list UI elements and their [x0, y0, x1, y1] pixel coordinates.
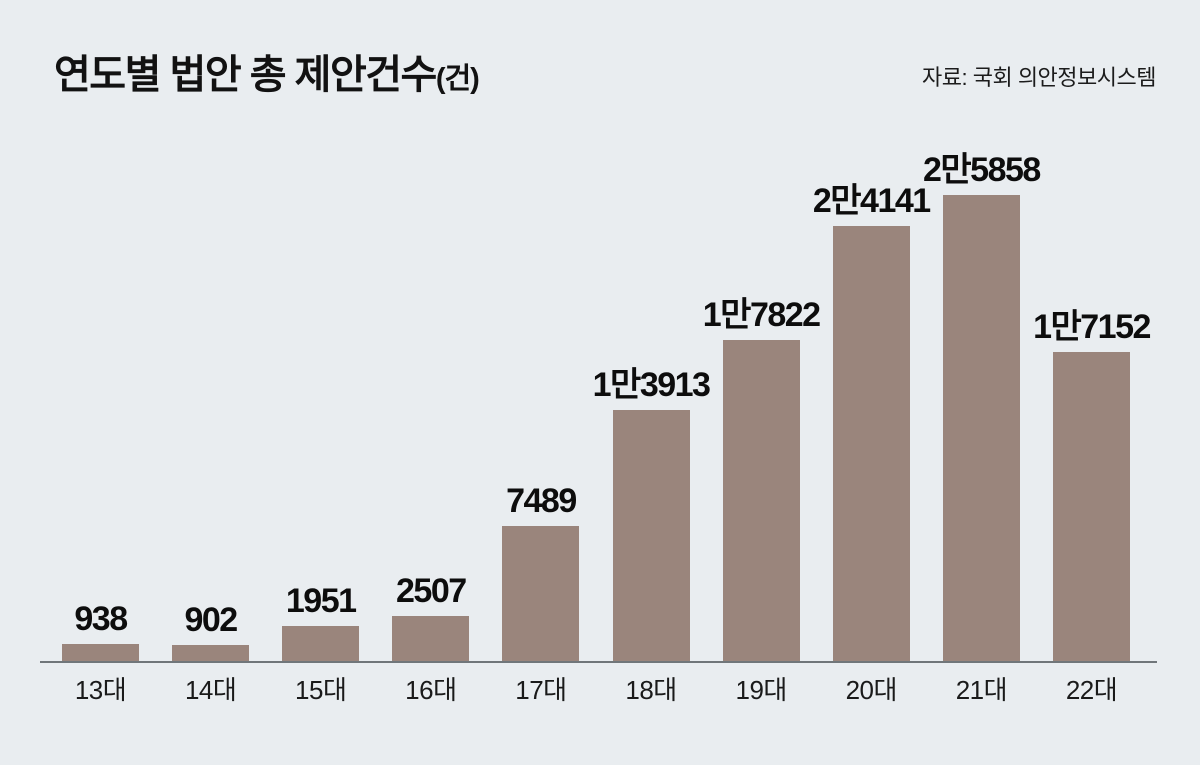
- bar-column: 1만7822 19대: [703, 298, 821, 703]
- x-axis-label: 15대: [295, 675, 347, 705]
- chart-title: 연도별 법안 총 제안건수(건): [54, 42, 480, 100]
- bar-value-label: 7489: [506, 482, 577, 520]
- bar: [282, 626, 360, 661]
- x-axis-label: 21대: [955, 675, 1008, 705]
- bar-column: 7489 17대: [502, 482, 580, 703]
- x-axis-label: 13대: [74, 675, 127, 705]
- x-axis-label: 19대: [735, 675, 787, 705]
- bar-value-label: 938: [74, 600, 128, 638]
- bar: [1052, 352, 1130, 661]
- bar-value-label: 1만7152: [1033, 308, 1151, 346]
- bar-value-label: 1951: [285, 582, 357, 620]
- bar: [502, 526, 580, 661]
- bar: [172, 645, 250, 661]
- x-axis-label: 14대: [184, 675, 237, 705]
- bar-value-label: 902: [184, 601, 238, 639]
- bar-value-label: 1만7822: [702, 296, 821, 334]
- bar-column: 2만4141 20대: [813, 184, 931, 703]
- x-axis-label: 22대: [1065, 675, 1118, 705]
- bar: [832, 226, 910, 661]
- bar: [942, 195, 1020, 661]
- x-axis-label: 16대: [405, 675, 457, 705]
- chart-title-unit: (건): [435, 63, 480, 95]
- bar: [722, 340, 800, 661]
- chart-source: 자료: 국회 의안정보시스템: [922, 65, 1156, 90]
- bar-value-label: 2만5858: [922, 151, 1041, 189]
- bar-column: 1951 15대: [282, 582, 360, 703]
- x-axis-label: 18대: [625, 675, 677, 705]
- plot-area: 938 13대 902 14대 1951 15대 2507 16대 7489 17대 1만3913 1…: [40, 130, 1157, 703]
- bar-column: 902 14대: [172, 601, 250, 703]
- bars-container: 938 13대 902 14대 1951 15대 2507 16대 7489 17대 1만3913 1…: [62, 130, 1151, 703]
- chart-title-text: 연도별 법안 총 제안건수: [54, 53, 437, 97]
- bar-column: 1만7152 22대: [1033, 310, 1151, 703]
- bar: [62, 644, 139, 661]
- bar-value-label: 2만4141: [812, 182, 931, 220]
- bar: [392, 616, 470, 661]
- bar-value-label: 2507: [396, 572, 467, 610]
- bar-column: 2만5858 21대: [923, 153, 1041, 703]
- bar-value-label: 1만3913: [592, 366, 711, 404]
- bar-column: 938 13대: [62, 600, 139, 703]
- x-axis-label: 17대: [515, 675, 567, 705]
- bar-column: 2507 16대: [392, 572, 470, 703]
- x-axis-label: 20대: [845, 675, 898, 705]
- bar-column: 1만3913 18대: [593, 368, 711, 703]
- bar: [612, 410, 690, 661]
- x-axis-line: [40, 661, 1157, 663]
